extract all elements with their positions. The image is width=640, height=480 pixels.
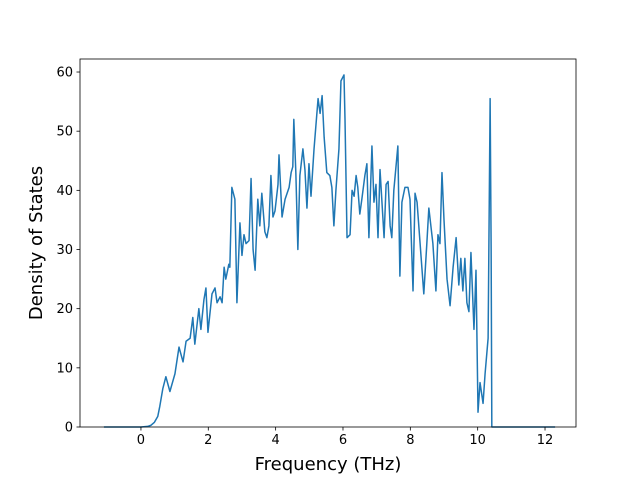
y-tick-label: 20 bbox=[56, 302, 73, 317]
x-tick-label: 8 bbox=[406, 433, 414, 448]
y-tick-label: 0 bbox=[65, 421, 73, 436]
plot-frame bbox=[79, 58, 577, 428]
x-tick-label: 2 bbox=[204, 433, 212, 448]
y-tick-label: 60 bbox=[56, 66, 73, 81]
y-axis-title: Density of States bbox=[26, 166, 47, 320]
x-tick-label: 0 bbox=[137, 433, 145, 448]
line bbox=[103, 74, 556, 428]
y-tick-label: 10 bbox=[56, 361, 73, 376]
y-tick-label: 30 bbox=[56, 243, 73, 258]
x-tick-label: 4 bbox=[271, 433, 279, 448]
y-tick-label: 50 bbox=[56, 125, 73, 140]
x-tick-label: 12 bbox=[537, 433, 554, 448]
x-axis-title: Frequency (THz) bbox=[255, 454, 402, 475]
x-tick-label: 6 bbox=[339, 433, 347, 448]
y-tick-label: 40 bbox=[56, 184, 73, 199]
x-tick-label: 10 bbox=[469, 433, 486, 448]
